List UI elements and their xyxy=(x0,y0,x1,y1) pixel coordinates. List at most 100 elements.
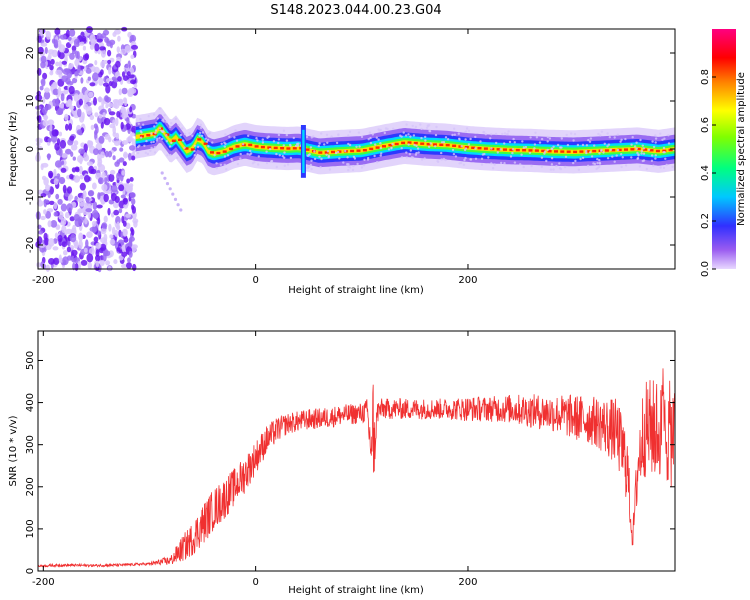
ridge-core xyxy=(203,142,208,145)
halo-pixel xyxy=(348,143,352,147)
noise-pixel xyxy=(72,262,76,271)
noise-pixel xyxy=(130,227,134,233)
halo-pixel xyxy=(156,117,159,120)
noise-pixel xyxy=(62,184,67,194)
noise-pixel xyxy=(87,76,92,81)
halo-pixel xyxy=(508,140,512,144)
ridge-core xyxy=(235,145,240,148)
noise-pixel xyxy=(58,147,63,157)
halo-pixel xyxy=(392,127,395,130)
halo-pixel xyxy=(620,138,623,141)
noise-pixel xyxy=(69,28,76,37)
halo-pixel xyxy=(371,133,374,136)
halo-pixel xyxy=(154,132,157,135)
ridge-core xyxy=(509,148,514,152)
noise-pixel xyxy=(57,234,63,243)
halo-pixel xyxy=(463,158,466,162)
y-tick-label: 400 xyxy=(25,393,36,412)
halo-pixel xyxy=(667,142,671,145)
ridge-core xyxy=(662,149,667,153)
halo-pixel xyxy=(416,147,420,150)
noise-pixel xyxy=(129,145,136,151)
ridge-core xyxy=(541,149,546,153)
ridge-core xyxy=(534,149,539,152)
halo-pixel xyxy=(342,161,345,164)
noise-pixel xyxy=(80,77,84,84)
noise-pixel xyxy=(48,238,55,247)
noise-pixel xyxy=(39,85,44,91)
halo-pixel xyxy=(513,141,516,144)
halo-pixel xyxy=(143,144,146,147)
halo-pixel xyxy=(577,168,581,171)
ridge-core xyxy=(382,145,386,148)
noise-pixel xyxy=(53,257,60,265)
x-tick-label: 0 xyxy=(252,275,258,286)
noise-pixel xyxy=(93,212,99,219)
noise-pixel xyxy=(130,244,137,253)
noise-pixel xyxy=(95,125,99,134)
halo-pixel xyxy=(386,127,389,131)
noise-pixel xyxy=(77,197,84,203)
noise-pixel xyxy=(115,216,121,225)
ridge-core xyxy=(528,149,533,152)
ridge-core xyxy=(554,150,558,153)
halo-pixel xyxy=(489,137,492,140)
halo-pixel xyxy=(615,154,618,157)
halo-pixel xyxy=(283,151,286,154)
halo-pixel xyxy=(661,138,664,141)
halo-pixel xyxy=(654,134,657,137)
noise-pixel xyxy=(56,109,63,116)
noise-pixel xyxy=(74,71,79,77)
noise-pixel xyxy=(53,202,58,210)
halo-pixel xyxy=(407,143,410,146)
halo-pixel xyxy=(415,144,418,148)
noise-pixel xyxy=(103,117,111,126)
noise-pixel xyxy=(95,260,99,268)
halo-pixel xyxy=(377,128,380,131)
halo-pixel xyxy=(535,136,539,139)
halo-pixel xyxy=(574,159,577,163)
halo-pixel xyxy=(234,129,237,132)
halo-pixel xyxy=(464,156,467,160)
noise-pixel xyxy=(100,49,106,58)
halo-pixel xyxy=(147,115,150,118)
halo-pixel xyxy=(310,159,313,162)
ridge-core xyxy=(515,148,520,152)
heatmap-xlabel: Height of straight line (km) xyxy=(288,285,424,296)
noise-pixel xyxy=(69,216,75,222)
halo-pixel xyxy=(609,148,613,151)
halo-pixel xyxy=(464,130,467,134)
noise-pixel xyxy=(113,209,120,216)
halo-pixel xyxy=(640,152,643,155)
halo-pixel xyxy=(420,158,424,161)
halo-pixel xyxy=(639,138,642,142)
halo-pixel xyxy=(538,141,542,144)
halo-pixel xyxy=(533,143,537,146)
halo-pixel xyxy=(651,140,654,143)
halo-pixel xyxy=(560,137,563,140)
halo-pixel xyxy=(153,146,157,149)
halo-pixel xyxy=(596,158,599,161)
noise-pixel xyxy=(126,262,132,269)
noise-pixel xyxy=(81,94,86,100)
halo-pixel xyxy=(379,154,382,157)
halo-pixel xyxy=(607,143,611,146)
halo-pixel xyxy=(289,143,292,146)
halo-pixel xyxy=(550,163,554,166)
noise-pixel xyxy=(132,263,137,272)
heatmap-marks xyxy=(35,26,676,273)
halo-pixel xyxy=(662,146,666,150)
halo-pixel xyxy=(355,145,358,148)
noise-pixel xyxy=(69,105,75,110)
noise-pixel xyxy=(66,70,72,79)
noise-pixel xyxy=(79,201,85,207)
halo-pixel xyxy=(139,126,142,129)
colorbar-label: Normalized spectral amplitude xyxy=(736,72,747,226)
halo-pixel xyxy=(491,167,495,170)
noise-pixel xyxy=(66,246,71,253)
halo-pixel xyxy=(490,162,493,165)
halo-pixel xyxy=(600,149,603,153)
noise-pixel xyxy=(58,60,63,69)
noise-pixel xyxy=(99,46,106,51)
halo-pixel xyxy=(587,138,590,142)
